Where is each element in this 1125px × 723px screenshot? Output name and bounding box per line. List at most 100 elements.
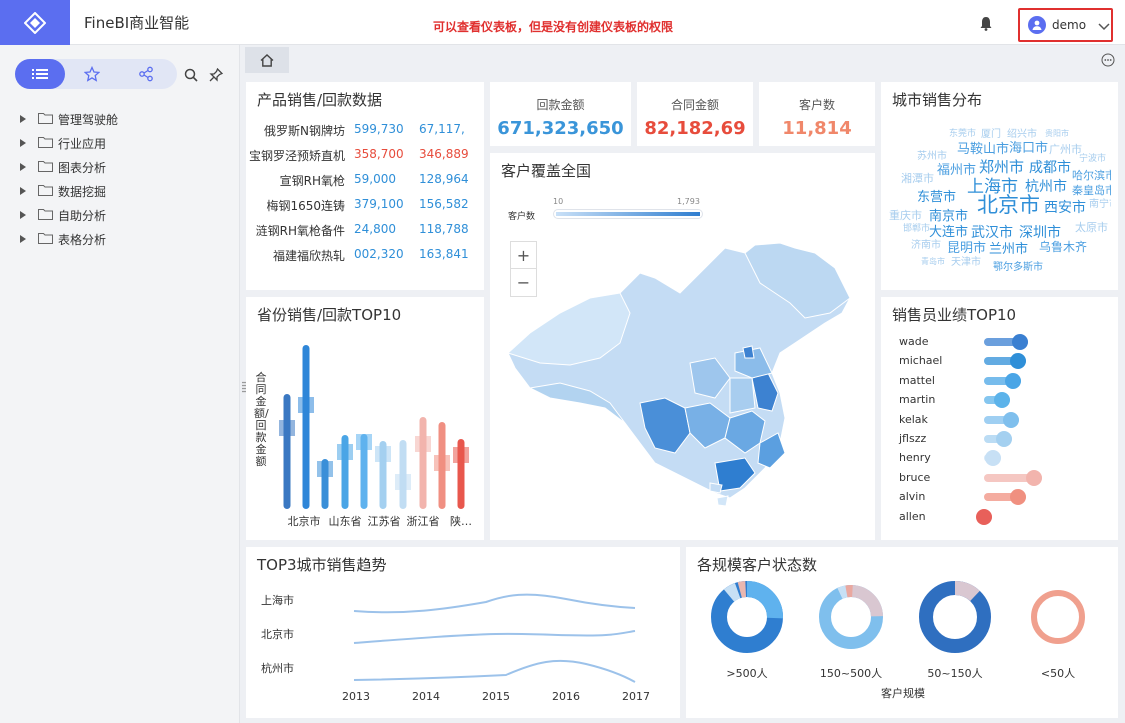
city-word[interactable]: 西安市 xyxy=(1044,200,1086,216)
city-word[interactable]: 贵阳市 xyxy=(1045,129,1069,138)
drag-handle[interactable] xyxy=(242,378,246,393)
trend-lines[interactable] xyxy=(246,547,680,718)
performance-dot[interactable] xyxy=(1010,489,1026,506)
bell-icon[interactable] xyxy=(979,16,993,35)
table-row[interactable]: 俄罗斯N钢牌坊 599,730 67,117, xyxy=(246,122,483,147)
payment-marker[interactable] xyxy=(375,446,391,462)
city-word[interactable]: 重庆市 xyxy=(889,209,922,222)
city-word[interactable]: 北京市 xyxy=(977,193,1040,217)
payment-marker[interactable] xyxy=(434,455,450,471)
contract-bar[interactable] xyxy=(419,417,427,509)
city-word[interactable]: 南宁市 xyxy=(1089,199,1111,210)
city-word[interactable]: 秦皇岛市 xyxy=(1072,184,1111,197)
tab-share[interactable] xyxy=(121,59,171,89)
city-word[interactable]: 青岛市 xyxy=(921,257,945,266)
app-logo[interactable] xyxy=(0,0,70,45)
city-word[interactable]: 武汉市 xyxy=(971,225,1013,241)
city-word[interactable]: 湘潭市 xyxy=(901,172,934,185)
city-word[interactable]: 昆明市 xyxy=(947,241,987,256)
performance-dot[interactable] xyxy=(1012,334,1028,350)
city-word[interactable]: 广州市 xyxy=(1049,143,1082,156)
city-word[interactable]: 兰州市 xyxy=(989,242,1029,257)
expand-arrow-icon[interactable] xyxy=(20,235,26,243)
tab-favorites[interactable] xyxy=(67,59,117,89)
payment-marker[interactable] xyxy=(279,420,295,436)
performance-dot[interactable] xyxy=(1026,469,1042,486)
city-word[interactable]: 东营市 xyxy=(917,190,957,205)
expand-arrow-icon[interactable] xyxy=(20,139,26,147)
performance-bar[interactable] xyxy=(984,357,1026,366)
pin-icon[interactable] xyxy=(209,67,224,86)
performance-dot[interactable] xyxy=(996,431,1012,447)
donut-charts[interactable] xyxy=(686,547,1118,718)
kpi-card[interactable]: 客户数 11,814 xyxy=(759,82,875,146)
china-map[interactable] xyxy=(490,153,875,540)
kpi-card[interactable]: 回款金额 671,323,650 xyxy=(490,82,631,146)
performance-bar[interactable] xyxy=(984,473,1042,482)
city-word[interactable]: 太原市 xyxy=(1075,221,1108,234)
tree-item[interactable]: 管理驾驶舱 xyxy=(18,107,118,131)
zoom-in-button[interactable]: + xyxy=(511,242,536,269)
city-word[interactable]: 济南市 xyxy=(911,240,941,251)
province-chart[interactable] xyxy=(246,297,484,540)
expand-arrow-icon[interactable] xyxy=(20,187,26,195)
city-word[interactable]: 上海市 xyxy=(967,177,1018,197)
payment-marker[interactable] xyxy=(453,447,469,463)
performance-bar[interactable] xyxy=(984,493,1026,502)
legend-range-slider[interactable] xyxy=(553,209,703,219)
city-word[interactable]: 杭州市 xyxy=(1025,179,1067,195)
city-word[interactable]: 福州市 xyxy=(937,163,977,178)
performance-bar[interactable] xyxy=(984,415,1019,424)
tree-item[interactable]: 表格分析 xyxy=(18,227,118,251)
expand-arrow-icon[interactable] xyxy=(20,163,26,171)
city-word[interactable]: 马鞍山市 xyxy=(957,142,1010,157)
tree-item[interactable]: 行业应用 xyxy=(18,131,118,155)
city-word[interactable]: 郑州市 xyxy=(979,158,1025,176)
city-word[interactable]: 成都市 xyxy=(1029,160,1071,176)
expand-arrow-icon[interactable] xyxy=(20,211,26,219)
city-word[interactable]: 深圳市 xyxy=(1019,225,1061,241)
search-icon[interactable] xyxy=(184,67,198,86)
tab-directory[interactable] xyxy=(15,59,65,89)
city-word[interactable]: 苏州市 xyxy=(917,151,947,162)
more-options-icon[interactable] xyxy=(1101,52,1115,71)
contract-bar[interactable] xyxy=(283,394,291,509)
city-word[interactable]: 厦门 xyxy=(981,129,1001,140)
zoom-out-button[interactable]: − xyxy=(516,273,531,292)
city-word[interactable]: 南京市 xyxy=(929,209,969,224)
city-word[interactable]: 鄂尔多斯市 xyxy=(993,262,1043,273)
performance-bar[interactable] xyxy=(984,338,1028,346)
city-word[interactable]: 邯郸市 xyxy=(903,224,931,234)
performance-bar[interactable] xyxy=(984,376,1021,385)
city-word[interactable]: 大连市 xyxy=(929,225,969,240)
performance-dot[interactable] xyxy=(976,508,992,525)
payment-marker[interactable] xyxy=(415,436,431,452)
payment-marker[interactable] xyxy=(356,434,372,450)
performance-dot[interactable] xyxy=(985,450,1001,467)
city-word[interactable]: 宁波市 xyxy=(1079,154,1107,164)
table-row[interactable]: 宝钢罗泾预矫直机 358,700 346,889 xyxy=(246,147,483,172)
table-row[interactable]: 涟钢RH氧枪备件 24,800 118,788 xyxy=(246,222,483,247)
payment-marker[interactable] xyxy=(317,461,333,477)
tree-item[interactable]: 数据挖掘 xyxy=(18,179,118,203)
performance-dot[interactable] xyxy=(1003,411,1019,428)
expand-arrow-icon[interactable] xyxy=(20,115,26,123)
home-tab[interactable] xyxy=(245,47,289,73)
table-row[interactable]: 宣钢RH氧枪 59,000 128,964 xyxy=(246,172,483,197)
user-menu[interactable]: demo xyxy=(1018,8,1113,42)
city-word[interactable]: 东莞市 xyxy=(949,129,977,139)
table-row[interactable]: 福建福欣热轧 002,320 163,841 xyxy=(246,247,483,272)
city-word[interactable]: 海口市 xyxy=(1009,141,1049,156)
performance-dot[interactable] xyxy=(1005,372,1021,389)
city-word[interactable]: 绍兴市 xyxy=(1007,129,1037,140)
city-word[interactable]: 乌鲁木齐 xyxy=(1039,240,1088,254)
city-word[interactable]: 哈尔滨市 xyxy=(1072,169,1111,182)
performance-dot[interactable] xyxy=(1010,353,1026,370)
tree-item[interactable]: 自助分析 xyxy=(18,203,118,227)
contract-bar[interactable] xyxy=(360,434,368,509)
tree-item[interactable]: 图表分析 xyxy=(18,155,118,179)
performance-dot[interactable] xyxy=(994,392,1010,409)
payment-marker[interactable] xyxy=(298,397,314,413)
payment-marker[interactable] xyxy=(395,474,411,490)
kpi-card[interactable]: 合同金额 82,182,69 xyxy=(637,82,753,146)
